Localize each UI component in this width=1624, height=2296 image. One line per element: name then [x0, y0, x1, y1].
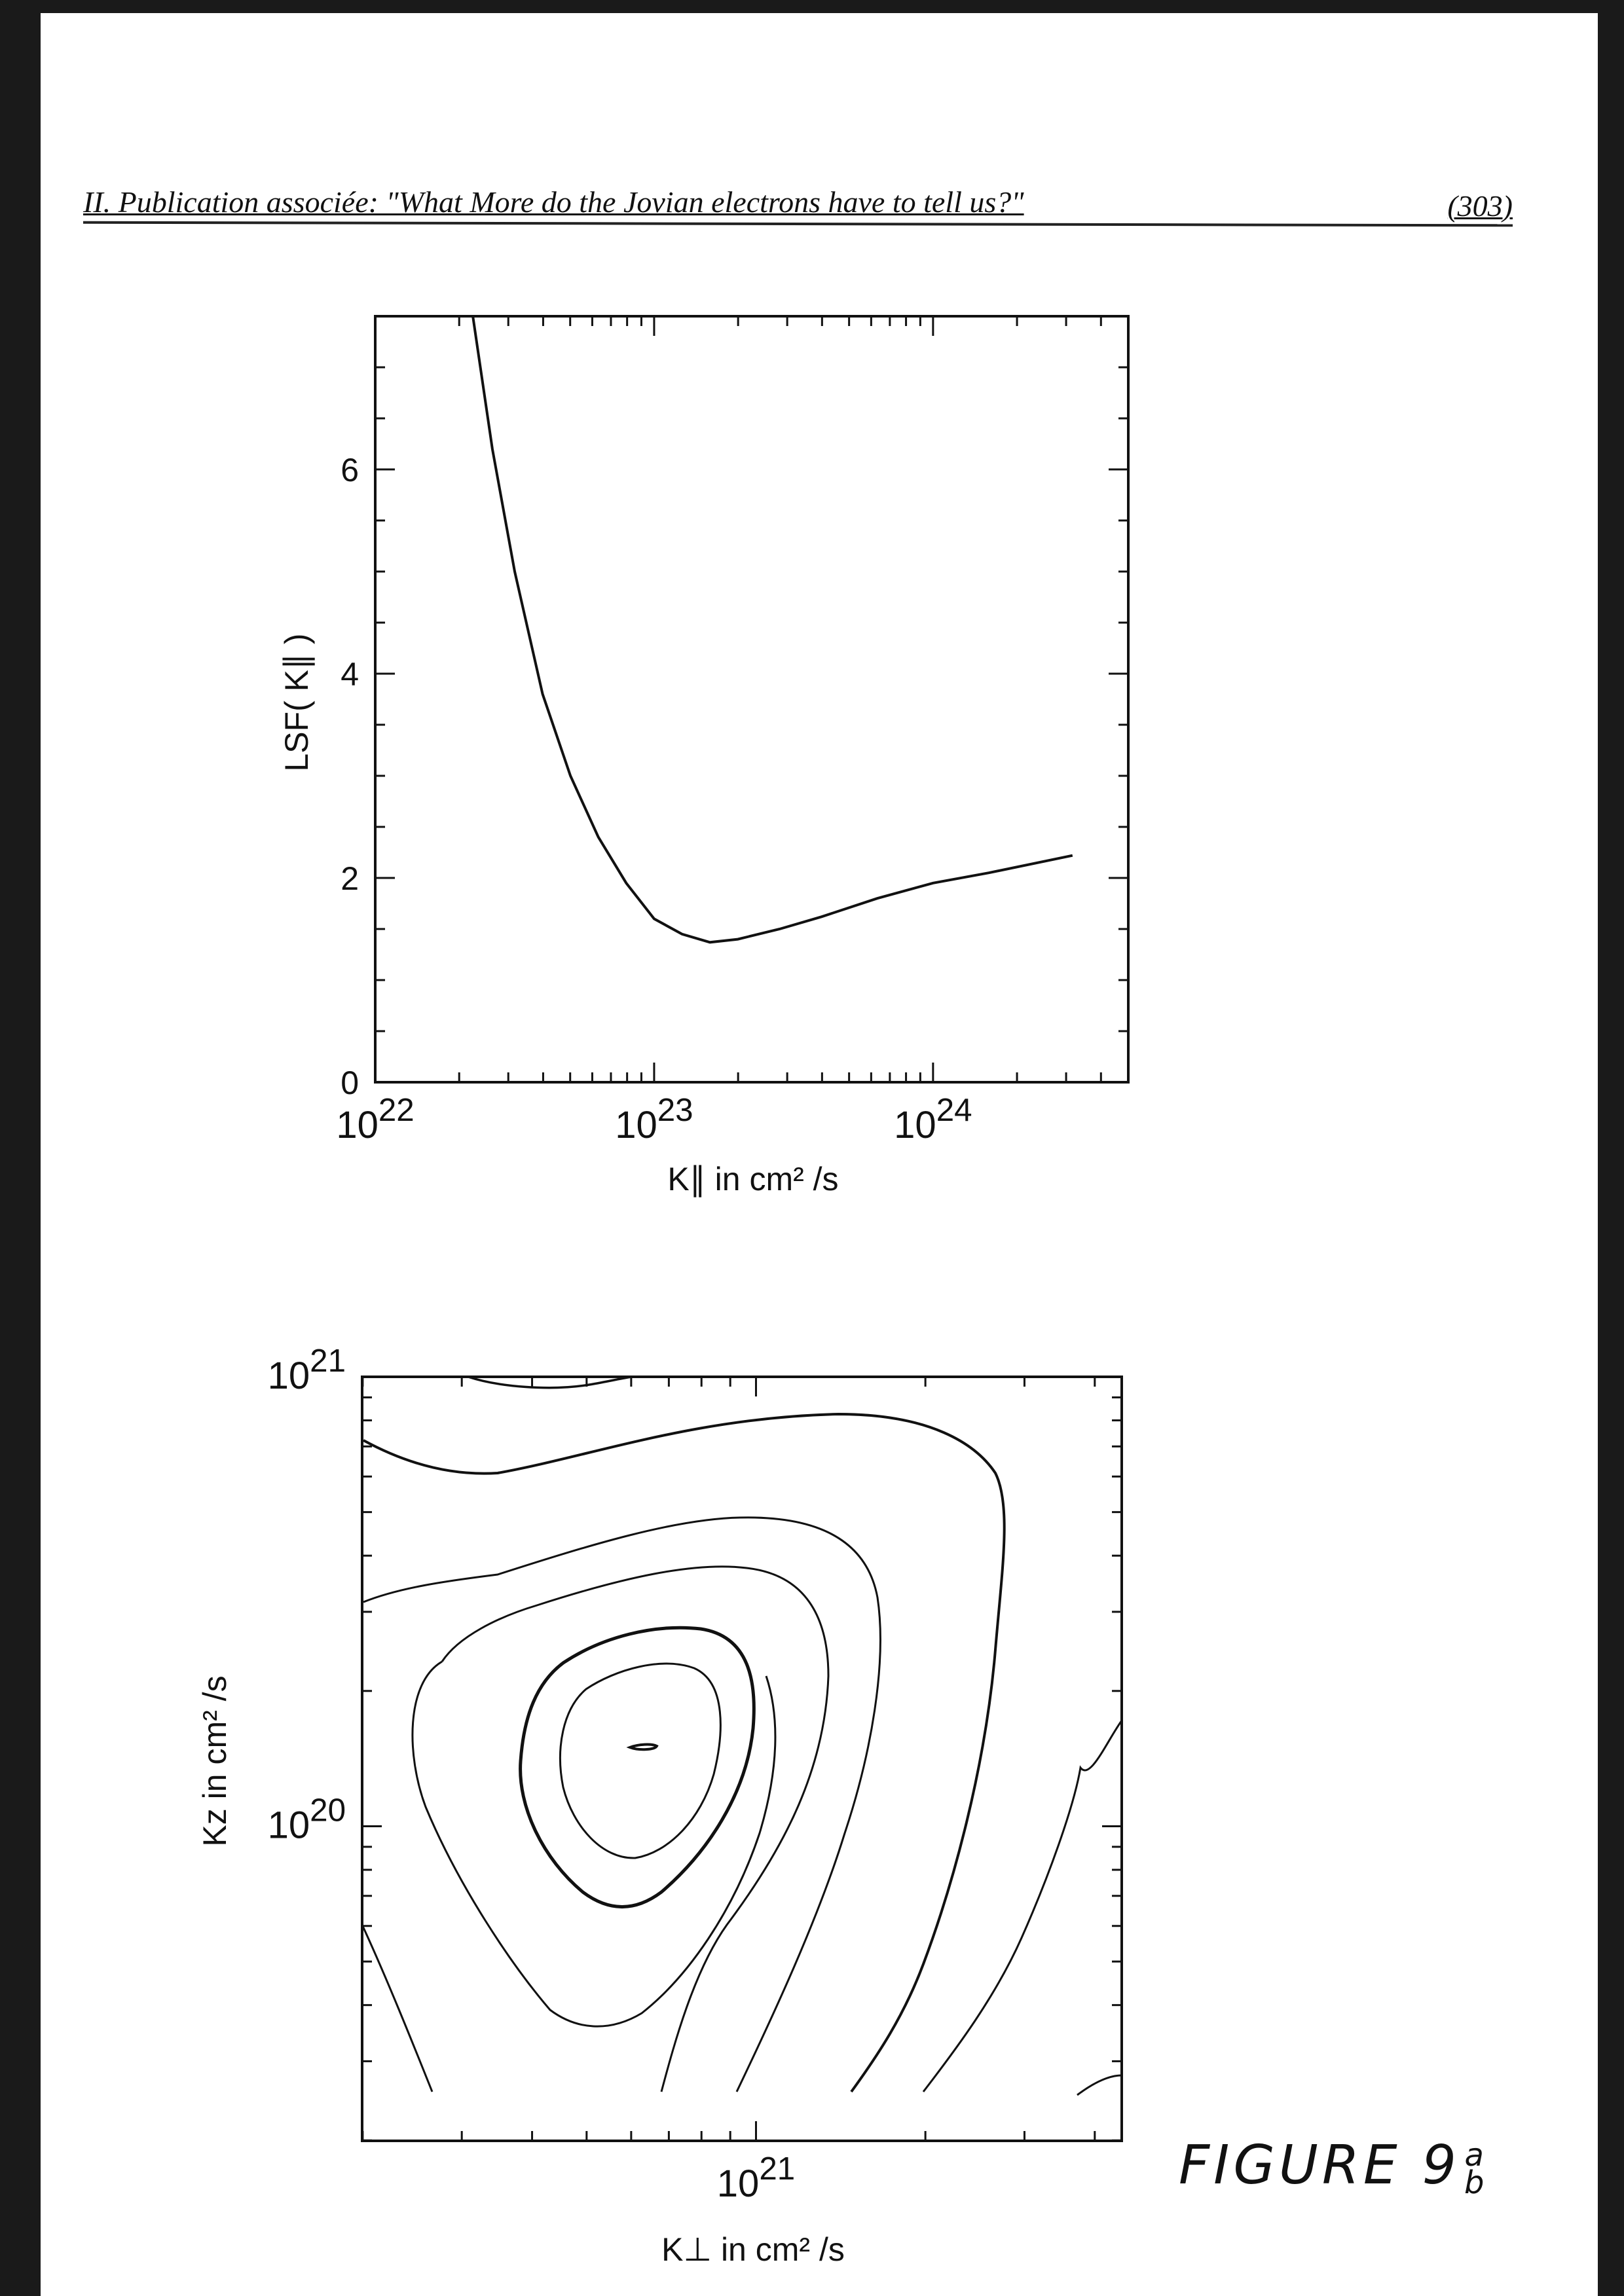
contour-line — [441, 1565, 830, 2092]
x-tick-label: 1024 — [894, 1092, 972, 1146]
contour-line — [361, 1924, 434, 2092]
y-tick-label: 6 — [341, 452, 359, 488]
chart-contour-ticks — [361, 1376, 1122, 2141]
contour-line — [519, 1626, 756, 1908]
y-tick-label: 1020 — [268, 1792, 346, 1846]
header-page-number: (303) — [1447, 189, 1513, 223]
contour-line — [922, 1720, 1123, 2092]
chart-lsf-curve — [471, 316, 1073, 944]
y-tick-label: 0 — [341, 1065, 359, 1101]
chart-lsf: K∥ in cm² /s LSF( K∥ ) 0 2 4 6 1022 1023 1024 — [278, 315, 1130, 1197]
chart-lsf-x-label: K∥ in cm² /s — [667, 1161, 838, 1197]
figure-label-sub-a: a — [1464, 2136, 1488, 2174]
y-tick-label: 4 — [341, 656, 359, 693]
contour-line — [468, 1376, 633, 1389]
contour-line — [363, 1516, 881, 2092]
chart-contour-tick-labels: 1021 1020 1021 — [268, 1343, 796, 2205]
chart-lsf-tick-labels: 0 2 4 6 1022 1023 1024 — [336, 452, 972, 1146]
y-tick-label: 2 — [341, 860, 359, 897]
chart-lsf-x-ticks — [374, 316, 1130, 1082]
chart-lsf-y-label: LSF( K∥ ) — [278, 633, 315, 771]
chart-contour: K⊥ in cm² /s Kz in cm² /s 1021 1020 1021 — [196, 1343, 1123, 2268]
chart-lsf-y-ticks — [375, 315, 1128, 1084]
contour-line — [363, 1412, 1006, 2093]
chart-contour-y-label: Kz in cm² /s — [196, 1675, 233, 1846]
contour-line — [411, 1660, 777, 2028]
contour-line — [1077, 2074, 1122, 2096]
x-tick-label: 1022 — [336, 1092, 414, 1146]
contour-minimum — [626, 1743, 659, 1751]
figure-label-sub-b: b — [1464, 2164, 1488, 2201]
chart-contour-x-label: K⊥ in cm² /s — [661, 2231, 845, 2268]
page-sheet — [41, 13, 1598, 2296]
x-tick-label: 1023 — [615, 1092, 693, 1146]
chart-lsf-frame — [374, 315, 1130, 1084]
contour-line — [559, 1662, 722, 1859]
x-tick-label: 1021 — [717, 2151, 795, 2205]
chart-contour-frame — [361, 1376, 1123, 2142]
chart-contour-lines — [361, 1376, 1123, 2096]
running-header: II. Publication associée: "What More do … — [41, 178, 1513, 230]
figure-label-main: FIGURE 9 — [1179, 2134, 1460, 2196]
header-title: II. Publication associée: "What More do … — [83, 185, 1024, 219]
y-tick-label: 1021 — [268, 1343, 346, 1397]
